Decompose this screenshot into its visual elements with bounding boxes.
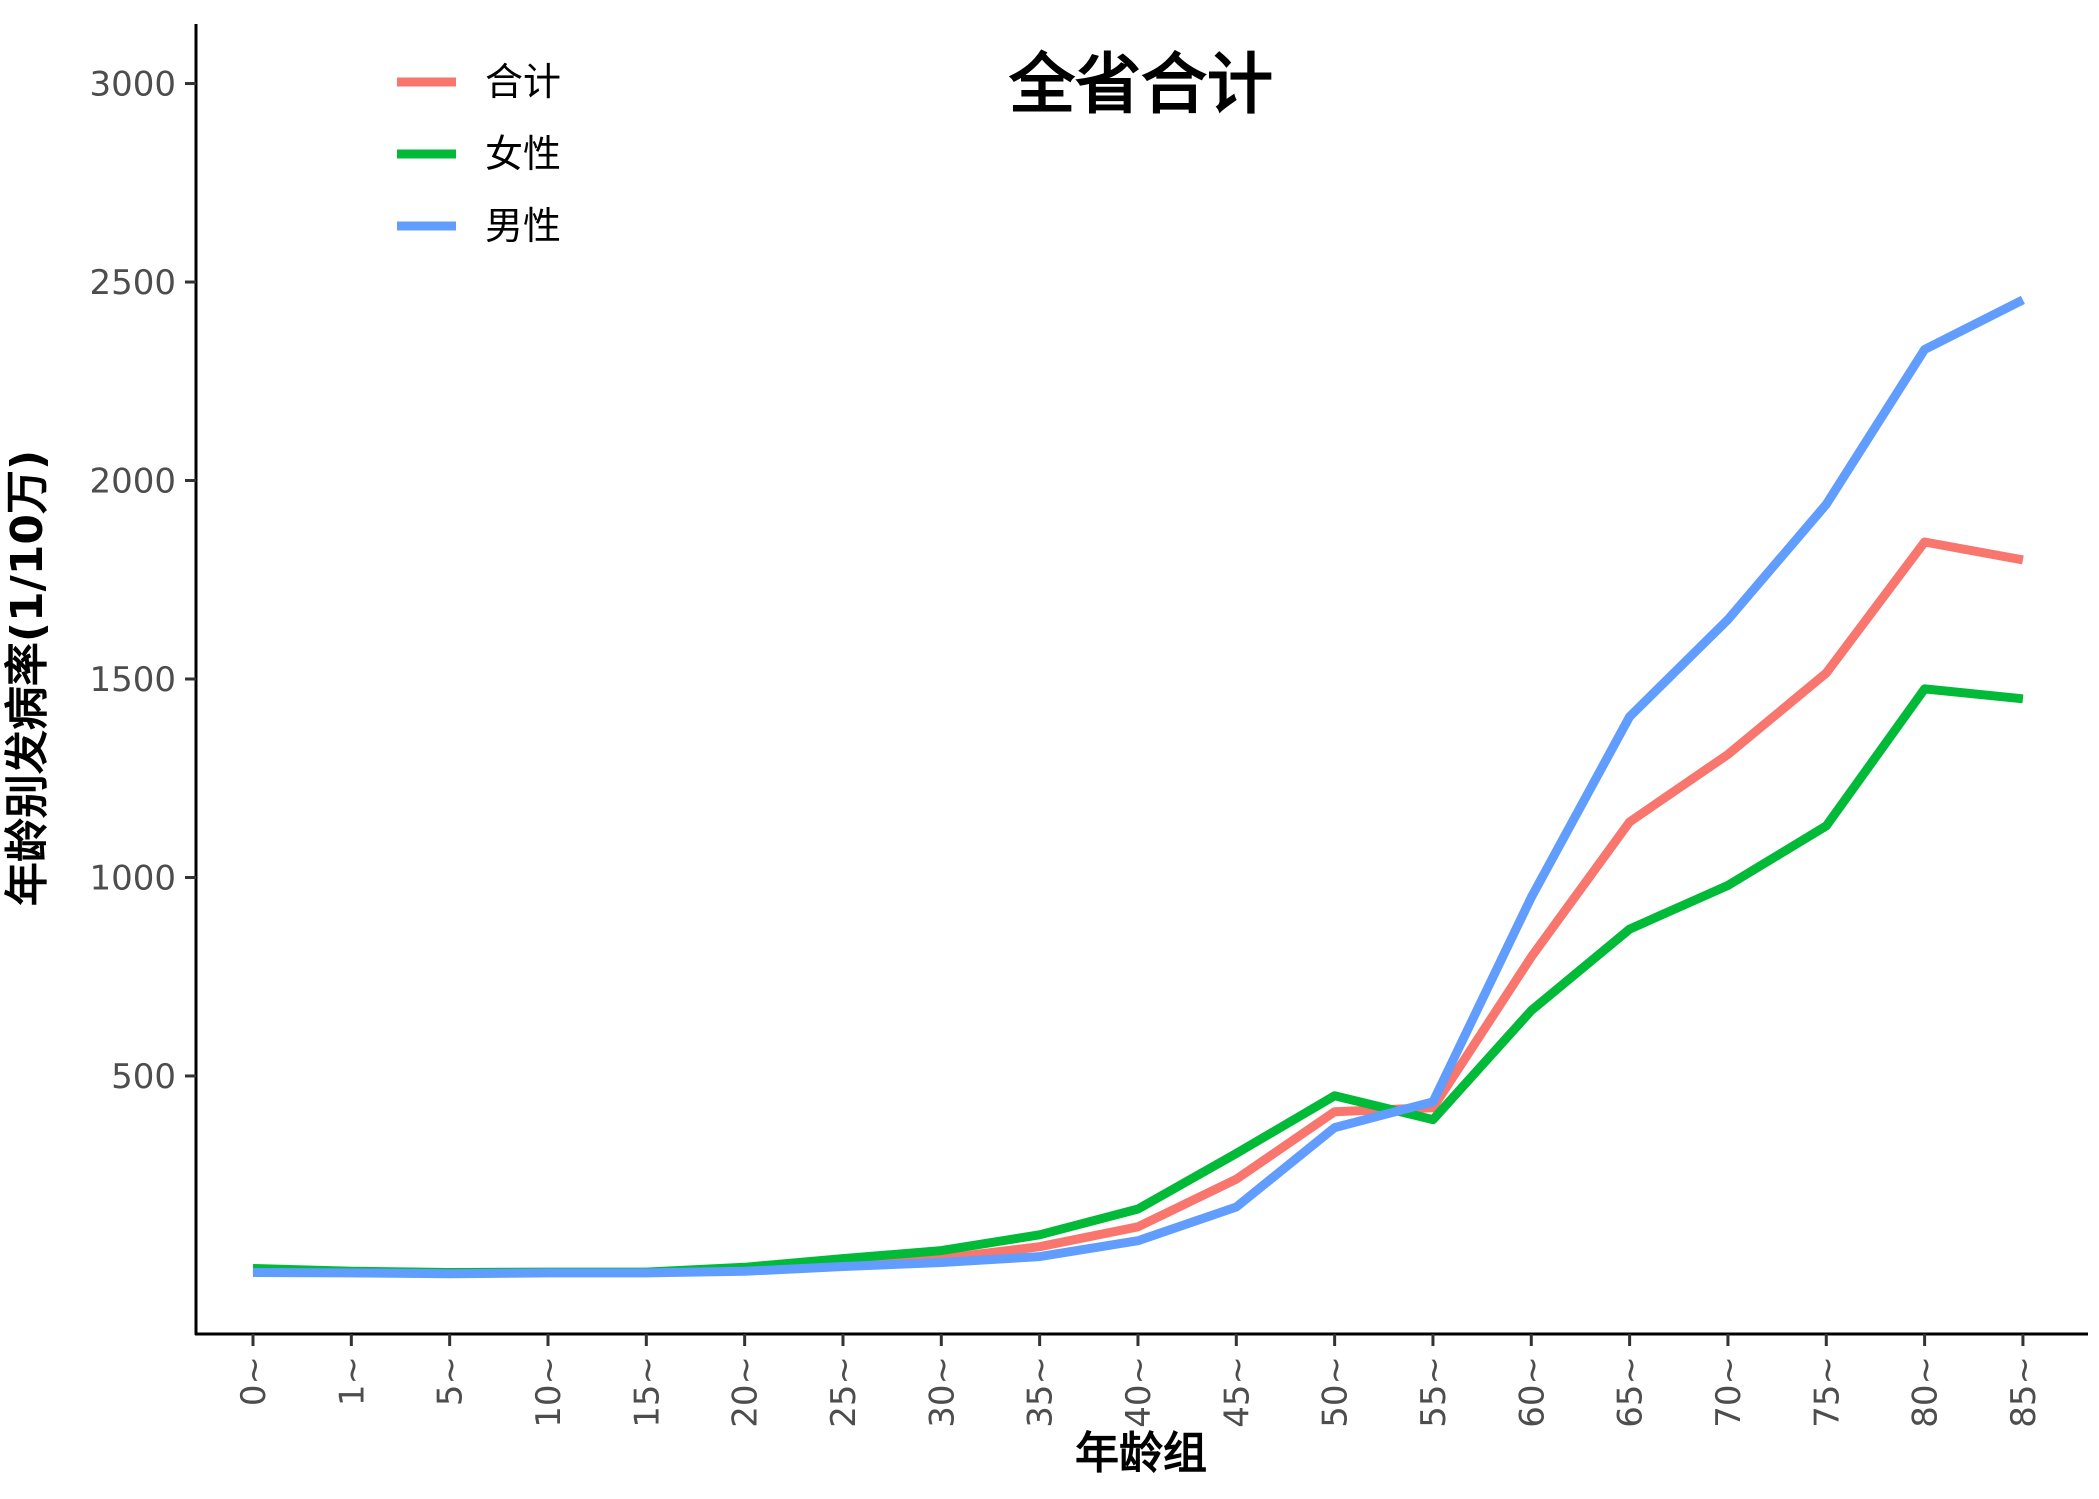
x-axis-ticks: 0~ 1~ 5~ 10~ 15~ 20~ 25~ 30~ 35~ 40~ 45~ 50~ 55~ 60~ 6… [234,1334,2044,1428]
x-tick-label: 1~ [332,1356,372,1406]
chart-title: 全省合计 [1008,46,1273,123]
x-tick-label: 35~ [1021,1356,1061,1428]
x-tick-label: 40~ [1119,1356,1159,1428]
y-tick-label: 3000 [89,65,176,105]
legend-label: 男性 [485,204,561,248]
x-tick-label: 70~ [1709,1356,1749,1428]
x-tick-label: 15~ [627,1356,667,1428]
x-tick-label: 80~ [1906,1356,1946,1428]
y-tick-label: 1000 [89,858,176,898]
legend-label: 女性 [485,132,561,176]
series-line-1 [252,537,2024,1278]
x-tick-label: 85~ [2004,1356,2044,1428]
y-tick-label: 2000 [89,462,176,502]
x-tick-label: 25~ [824,1356,864,1428]
series-line-3 [252,295,2025,1279]
series-lines [252,295,2025,1279]
x-tick-label: 0~ [234,1356,274,1406]
x-tick-label: 60~ [1512,1356,1552,1428]
y-tick-label: 2500 [89,263,176,303]
x-tick-label: 45~ [1217,1356,1257,1428]
x-tick-label: 10~ [529,1356,569,1428]
x-tick-label: 55~ [1414,1356,1454,1428]
x-tick-label: 50~ [1316,1356,1356,1428]
series-line-2 [252,684,2024,1277]
y-tick-label: 500 [111,1057,176,1097]
x-axis-title: 年龄组 [1075,1428,1207,1479]
x-tick-label: 5~ [431,1356,471,1406]
legend-label: 合计 [485,60,561,104]
y-axis-ticks: 500 1000 1500 2000 2500 3000 [89,65,196,1097]
x-tick-label: 30~ [922,1356,962,1428]
y-axis-title: 年龄别发病率(1/10万) [2,450,53,906]
x-tick-label: 65~ [1611,1356,1651,1428]
x-tick-label: 20~ [726,1356,766,1428]
x-tick-label: 75~ [1807,1356,1847,1428]
y-tick-label: 1500 [89,660,176,700]
